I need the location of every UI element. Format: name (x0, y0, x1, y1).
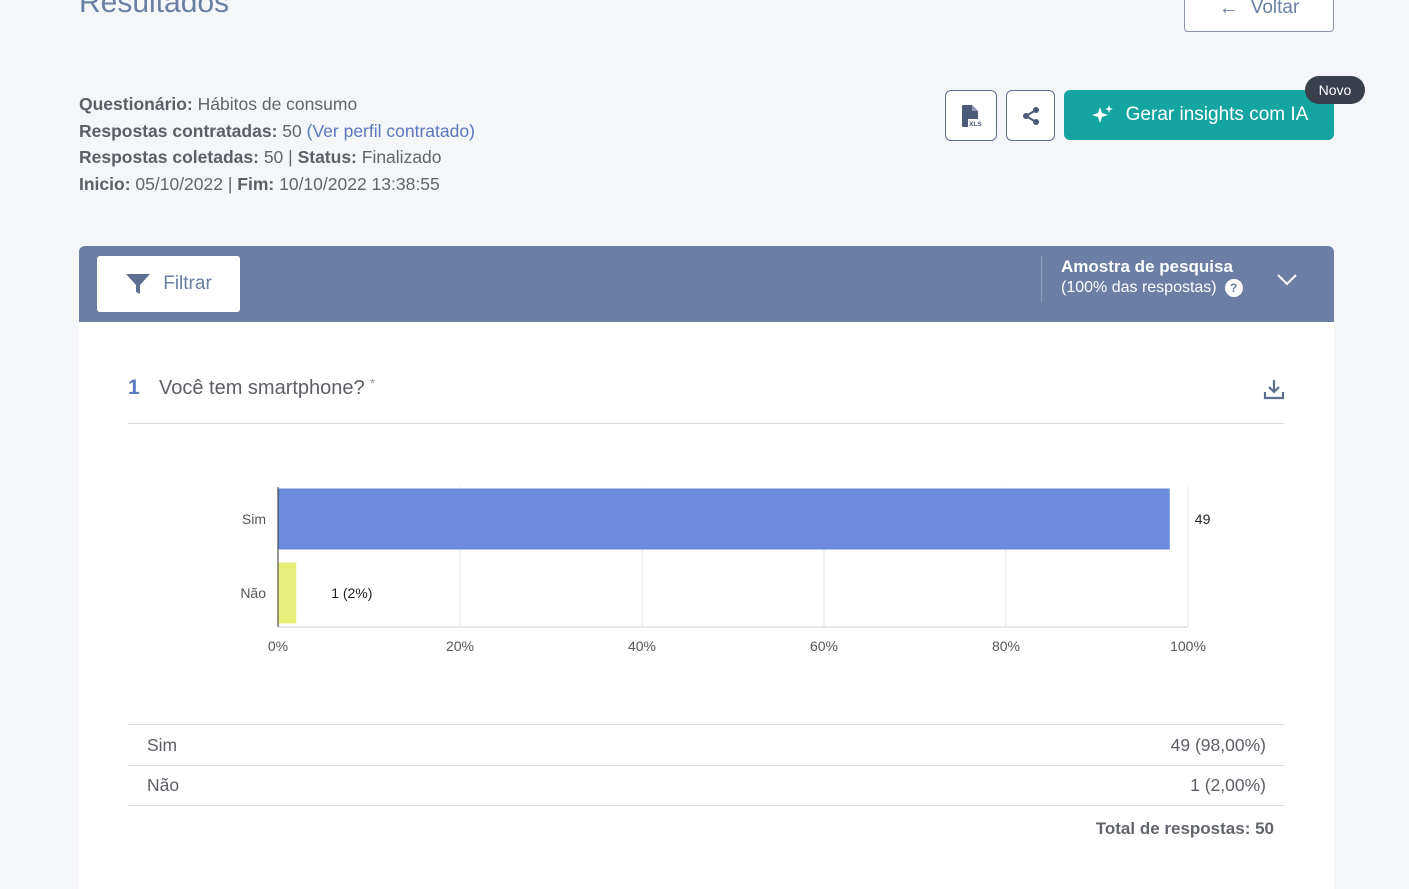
question-text: Você tem smartphone? (159, 376, 365, 399)
x-tick-label: 40% (628, 638, 656, 654)
table-row-label: Não (147, 775, 180, 795)
export-xls-button[interactable]: XLS (945, 90, 997, 141)
view-profile-link[interactable]: (Ver perfil contratado) (306, 120, 475, 141)
sample-subtitle: (100% das respostas) (1061, 279, 1217, 296)
meta-contratadas: Respostas contratadas: 50 (Ver perfil co… (79, 120, 475, 141)
table-row-value: 1 (2,00%) (1190, 775, 1266, 795)
table-row: Não 1 (2,00%) (128, 765, 1284, 806)
question-divider (128, 423, 1284, 424)
x-tick-label: 20% (446, 638, 474, 654)
filter-button[interactable]: Filtrar (97, 256, 240, 312)
table-row: Sim 49 (98,00%) (128, 724, 1284, 765)
bar-não (278, 562, 297, 624)
share-icon (1022, 106, 1039, 125)
back-button[interactable]: ← Voltar (1184, 0, 1334, 32)
filter-bar: Filtrar Amostra de pesquisa (100% das re… (79, 246, 1334, 322)
results-table: Sim 49 (98,00%) Não 1 (2,00%) (128, 724, 1284, 806)
question-header: 1 Você tem smartphone? * (128, 375, 1284, 400)
bar-value-label: 1 (2%) (331, 585, 372, 601)
meta-coletadas: Respostas coletadas: 50 | Status: Finali… (79, 147, 442, 168)
status-value: Finalizado (361, 147, 442, 168)
download-icon[interactable] (1263, 378, 1285, 400)
question-number: 1 (128, 376, 140, 399)
meta-dates: Inicio: 05/10/2022 | Fim: 10/10/2022 13:… (79, 174, 440, 195)
sample-title: Amostra de pesquisa (1061, 257, 1233, 276)
ai-insights-button[interactable]: Gerar insights com IA (1064, 90, 1334, 140)
chevron-down-icon[interactable] (1276, 273, 1298, 287)
new-badge: Novo (1305, 76, 1365, 104)
bar-value-label: 49 (1195, 511, 1211, 527)
x-tick-label: 100% (1170, 638, 1206, 654)
share-button[interactable] (1006, 90, 1055, 141)
bar-sim (278, 488, 1170, 550)
help-icon[interactable]: ? (1224, 279, 1243, 297)
total-responses: Total de respostas: 50 (1095, 819, 1274, 838)
required-mark: * (369, 375, 376, 391)
filter-button-label: Filtrar (163, 273, 212, 294)
table-row-value: 49 (98,00%) (1170, 734, 1266, 755)
ai-insights-label: Gerar insights com IA (1125, 104, 1309, 125)
funnel-icon (126, 274, 151, 294)
x-tick-label: 0% (268, 638, 288, 654)
results-chart: 0% 20% 40% 60% 80% 100% Sim 49 Não 1 (2%) (240, 487, 1211, 654)
y-category-label: Não (240, 585, 266, 601)
meta-questionario: Questionário: Hábitos de consumo (79, 94, 358, 114)
arrow-left-icon: ← (1218, 0, 1239, 19)
xls-file-icon: XLS (962, 104, 982, 128)
sample-selector[interactable]: Amostra de pesquisa (100% das respostas)… (1041, 256, 1243, 302)
table-row-label: Sim (147, 734, 178, 755)
x-tick-label: 80% (992, 638, 1020, 654)
back-button-label: Voltar (1250, 0, 1300, 18)
svg-text:XLS: XLS (969, 121, 982, 128)
x-tick-label: 60% (810, 638, 838, 654)
y-category-label: Sim (242, 511, 266, 527)
page-title: Resultados (79, 0, 230, 19)
sparkle-icon (1091, 105, 1113, 123)
survey-meta: Questionário: Hábitos de consumo Respost… (79, 91, 475, 198)
question-card: 1 Você tem smartphone? * 0% 20% 40% 60% 80% 1… (79, 322, 1334, 889)
